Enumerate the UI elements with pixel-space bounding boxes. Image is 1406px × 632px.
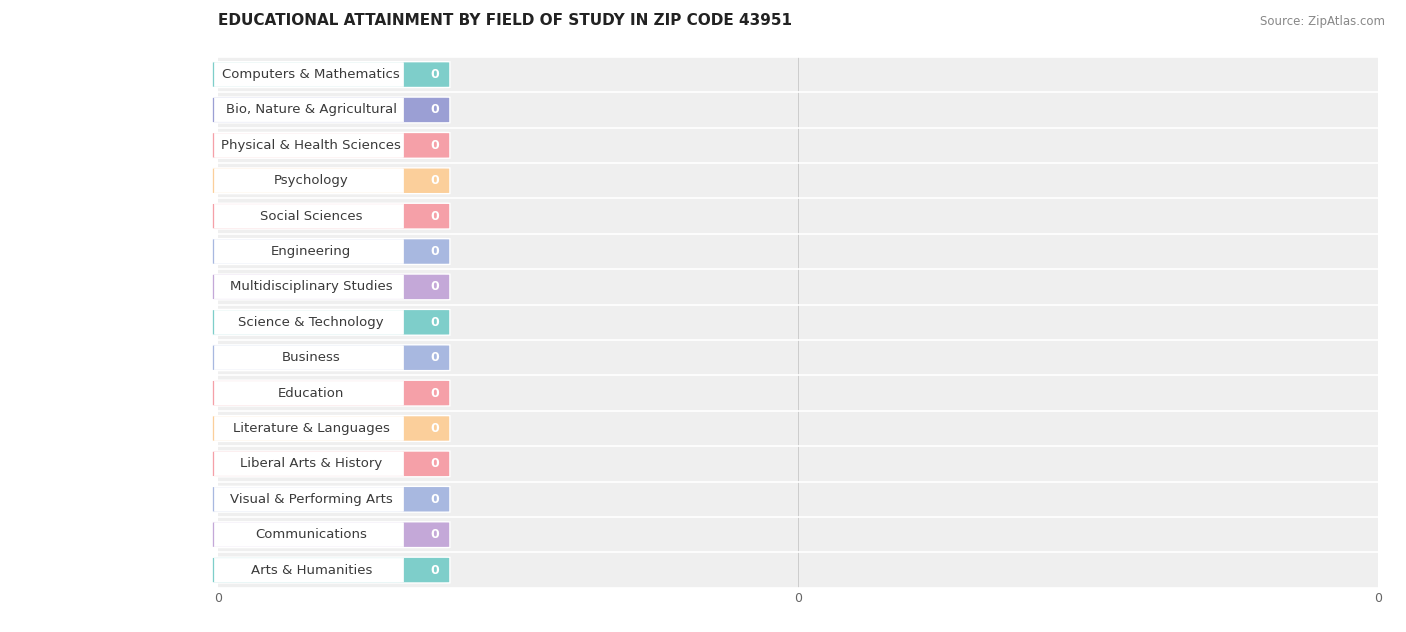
FancyBboxPatch shape	[215, 240, 404, 264]
Text: Business: Business	[283, 351, 340, 364]
FancyBboxPatch shape	[215, 558, 404, 582]
Text: Bio, Nature & Agricultural: Bio, Nature & Agricultural	[226, 104, 396, 116]
Text: 0: 0	[430, 493, 439, 506]
Text: 0: 0	[430, 210, 439, 222]
FancyBboxPatch shape	[212, 380, 450, 406]
FancyBboxPatch shape	[212, 204, 450, 229]
Text: 0: 0	[430, 281, 439, 293]
FancyBboxPatch shape	[215, 63, 404, 87]
Text: 0: 0	[430, 316, 439, 329]
FancyBboxPatch shape	[215, 346, 404, 370]
Text: Computers & Mathematics: Computers & Mathematics	[222, 68, 401, 81]
FancyBboxPatch shape	[215, 133, 404, 157]
Text: 0: 0	[430, 387, 439, 399]
Text: EDUCATIONAL ATTAINMENT BY FIELD OF STUDY IN ZIP CODE 43951: EDUCATIONAL ATTAINMENT BY FIELD OF STUDY…	[218, 13, 792, 28]
FancyBboxPatch shape	[212, 62, 450, 87]
Text: Literature & Languages: Literature & Languages	[233, 422, 389, 435]
FancyBboxPatch shape	[212, 239, 450, 264]
Text: 0: 0	[430, 174, 439, 187]
Text: 0: 0	[430, 422, 439, 435]
Text: Visual & Performing Arts: Visual & Performing Arts	[231, 493, 392, 506]
FancyBboxPatch shape	[212, 97, 450, 123]
FancyBboxPatch shape	[212, 522, 450, 547]
Text: Physical & Health Sciences: Physical & Health Sciences	[221, 139, 401, 152]
FancyBboxPatch shape	[212, 416, 450, 441]
FancyBboxPatch shape	[212, 274, 450, 300]
FancyBboxPatch shape	[215, 381, 404, 405]
Text: 0: 0	[430, 68, 439, 81]
Text: 0: 0	[430, 528, 439, 541]
FancyBboxPatch shape	[212, 133, 450, 158]
Text: Multidisciplinary Studies: Multidisciplinary Studies	[231, 281, 392, 293]
Text: Engineering: Engineering	[271, 245, 352, 258]
Text: 0: 0	[430, 458, 439, 470]
FancyBboxPatch shape	[215, 169, 404, 193]
FancyBboxPatch shape	[212, 557, 450, 583]
Text: 0: 0	[430, 351, 439, 364]
FancyBboxPatch shape	[212, 168, 450, 193]
Text: Arts & Humanities: Arts & Humanities	[250, 564, 373, 576]
Text: 0: 0	[430, 104, 439, 116]
FancyBboxPatch shape	[215, 487, 404, 511]
FancyBboxPatch shape	[212, 487, 450, 512]
FancyBboxPatch shape	[215, 98, 404, 122]
Text: Source: ZipAtlas.com: Source: ZipAtlas.com	[1260, 15, 1385, 28]
Text: 0: 0	[430, 139, 439, 152]
FancyBboxPatch shape	[212, 451, 450, 477]
FancyBboxPatch shape	[212, 345, 450, 370]
FancyBboxPatch shape	[215, 452, 404, 476]
FancyBboxPatch shape	[215, 310, 404, 334]
FancyBboxPatch shape	[215, 275, 404, 299]
Text: 0: 0	[430, 245, 439, 258]
Text: Communications: Communications	[256, 528, 367, 541]
Text: Psychology: Psychology	[274, 174, 349, 187]
FancyBboxPatch shape	[215, 523, 404, 547]
FancyBboxPatch shape	[215, 416, 404, 441]
Text: Social Sciences: Social Sciences	[260, 210, 363, 222]
Text: 0: 0	[430, 564, 439, 576]
FancyBboxPatch shape	[215, 204, 404, 228]
FancyBboxPatch shape	[212, 310, 450, 335]
Text: Education: Education	[278, 387, 344, 399]
Text: Science & Technology: Science & Technology	[239, 316, 384, 329]
Text: Liberal Arts & History: Liberal Arts & History	[240, 458, 382, 470]
